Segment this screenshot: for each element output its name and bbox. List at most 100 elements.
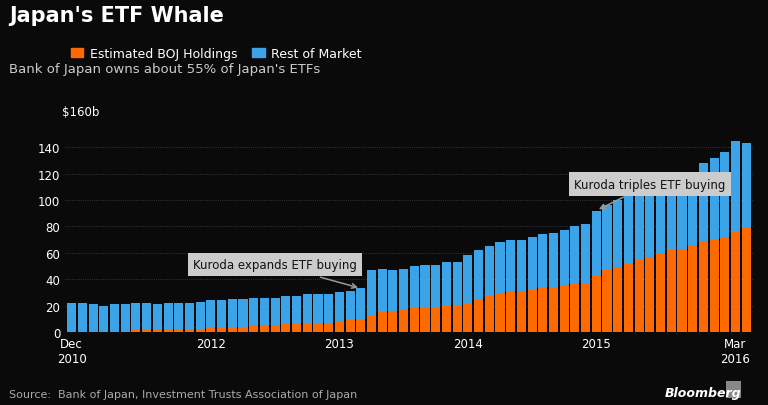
- Bar: [389, 270, 398, 311]
- Bar: [335, 292, 344, 322]
- Bar: [356, 289, 366, 319]
- Bar: [378, 269, 387, 312]
- Text: Bank of Japan owns about 55% of Japan's ETFs: Bank of Japan owns about 55% of Japan's …: [9, 63, 320, 76]
- Bar: [463, 256, 472, 303]
- Bar: [313, 294, 323, 323]
- Bar: [517, 240, 526, 291]
- Bar: [677, 249, 687, 332]
- Bar: [346, 320, 355, 332]
- Bar: [185, 303, 194, 330]
- Bar: [196, 330, 205, 332]
- Bar: [67, 331, 76, 332]
- Bar: [485, 247, 494, 296]
- Text: Source:  Bank of Japan, Investment Trusts Association of Japan: Source: Bank of Japan, Investment Trusts…: [9, 389, 357, 399]
- Bar: [260, 298, 269, 326]
- Bar: [121, 305, 130, 331]
- Bar: [495, 294, 505, 332]
- Bar: [292, 324, 301, 332]
- Bar: [613, 200, 622, 268]
- Bar: [324, 323, 333, 332]
- Bar: [99, 306, 108, 331]
- Bar: [452, 306, 462, 332]
- Bar: [592, 275, 601, 332]
- Bar: [720, 153, 730, 237]
- Bar: [410, 266, 419, 309]
- Bar: [270, 298, 280, 326]
- Bar: [78, 303, 87, 331]
- Bar: [292, 296, 301, 324]
- Bar: [506, 240, 515, 292]
- Bar: [634, 260, 644, 332]
- Bar: [677, 178, 687, 249]
- Bar: [207, 328, 216, 332]
- Bar: [281, 324, 290, 332]
- Bar: [420, 265, 429, 307]
- Bar: [442, 262, 451, 306]
- Bar: [613, 268, 622, 332]
- Bar: [592, 211, 601, 275]
- Bar: [699, 164, 708, 243]
- Bar: [624, 264, 633, 332]
- Bar: [303, 323, 312, 332]
- Bar: [581, 224, 590, 284]
- Bar: [560, 231, 569, 286]
- Text: Kuroda expands ETF buying: Kuroda expands ETF buying: [194, 258, 357, 288]
- Bar: [238, 327, 247, 332]
- Bar: [99, 331, 108, 332]
- Bar: [560, 286, 569, 332]
- Text: Japan's ETF Whale: Japan's ETF Whale: [9, 6, 224, 26]
- Bar: [431, 265, 440, 307]
- Bar: [142, 303, 151, 330]
- Bar: [217, 301, 226, 328]
- Bar: [602, 270, 611, 332]
- Bar: [495, 243, 505, 294]
- Bar: [517, 291, 526, 332]
- Bar: [474, 250, 483, 299]
- Bar: [270, 326, 280, 332]
- Bar: [399, 269, 408, 310]
- Bar: [742, 144, 751, 228]
- Bar: [549, 288, 558, 332]
- Bar: [710, 240, 719, 332]
- Bar: [281, 296, 290, 324]
- Bar: [174, 303, 184, 330]
- Bar: [528, 237, 537, 290]
- Bar: [667, 177, 676, 250]
- Bar: [624, 194, 633, 264]
- Bar: [656, 183, 665, 253]
- Bar: [313, 323, 323, 332]
- Bar: [249, 326, 258, 332]
- Bar: [420, 307, 429, 332]
- Bar: [153, 305, 162, 330]
- Bar: [67, 303, 76, 331]
- Text: $160b: $160b: [62, 106, 99, 119]
- Bar: [731, 232, 740, 332]
- Bar: [399, 310, 408, 332]
- Bar: [185, 330, 194, 332]
- Bar: [634, 190, 644, 260]
- Bar: [549, 233, 558, 288]
- Bar: [78, 331, 87, 332]
- Bar: [731, 141, 740, 232]
- Bar: [645, 257, 654, 332]
- Bar: [720, 237, 730, 332]
- Bar: [463, 303, 472, 332]
- Text: Kuroda triples ETF buying: Kuroda triples ETF buying: [574, 178, 726, 209]
- Bar: [131, 303, 141, 330]
- Bar: [303, 294, 312, 323]
- Bar: [485, 296, 494, 332]
- Bar: [688, 174, 697, 247]
- Bar: [367, 315, 376, 332]
- Bar: [260, 326, 269, 332]
- Bar: [238, 299, 247, 327]
- Bar: [142, 330, 151, 332]
- Bar: [710, 158, 719, 240]
- Bar: [153, 330, 162, 332]
- Text: Bloomberg: Bloomberg: [664, 386, 741, 399]
- Bar: [431, 307, 440, 332]
- Bar: [656, 253, 665, 332]
- Bar: [645, 187, 654, 257]
- Bar: [196, 302, 205, 330]
- Bar: [346, 291, 355, 320]
- Bar: [528, 290, 537, 332]
